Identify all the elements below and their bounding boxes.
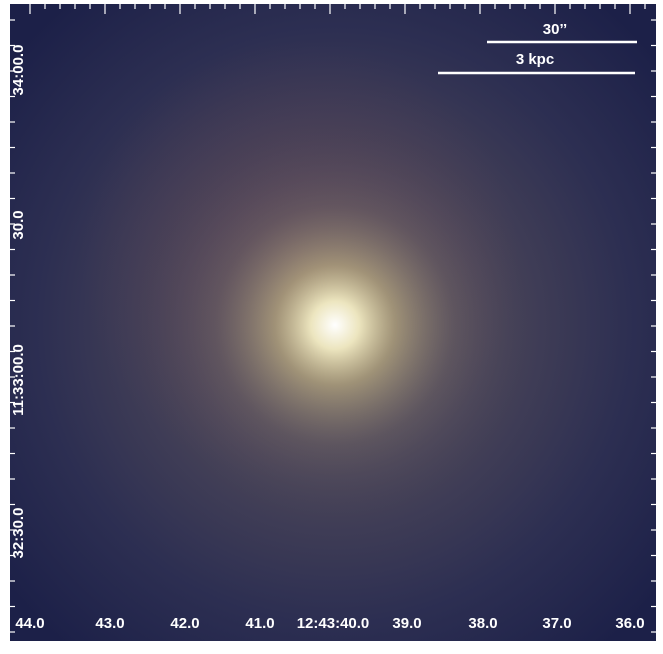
page: 30’’ 3 kpc 44.0 43.0 42.0 41.0 12:43:40.0 39.… [0,0,663,654]
sky-image: 30’’ 3 kpc 44.0 43.0 42.0 41.0 12:43:40.0 39.… [0,0,663,649]
x-tick-label: 12:43:40.0 [297,615,370,632]
scale-bar-label: 3 kpc [516,51,554,68]
x-tick-label: 42.0 [170,615,199,632]
x-tick-label: 39.0 [392,615,421,632]
y-tick-label: 11:33:00.0 [10,344,27,416]
y-tick-label: 32:30.0 [10,508,27,559]
x-tick-label: 41.0 [245,615,274,632]
y-tick-label: 30.0 [10,210,27,239]
x-tick-label: 43.0 [95,615,124,632]
scale-bar-label: 30’’ [543,21,567,38]
y-tick-label: 34:00.0 [10,45,27,96]
image-core [10,4,656,641]
x-tick-label: 36.0 [615,615,644,632]
x-tick-label: 44.0 [15,615,44,632]
x-tick-label: 37.0 [542,615,571,632]
x-tick-label: 38.0 [468,615,497,632]
